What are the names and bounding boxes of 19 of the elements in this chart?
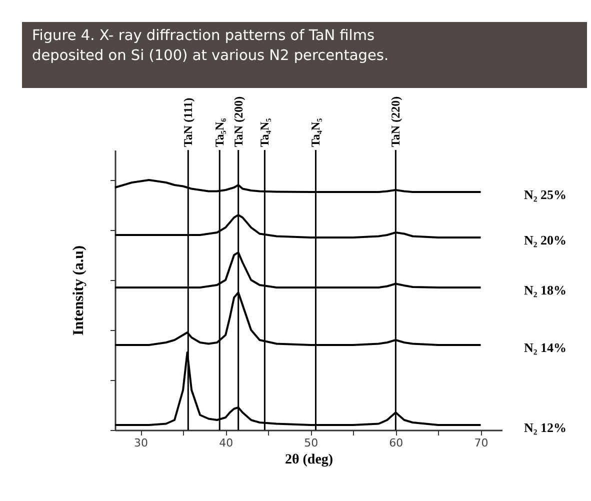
x-tick-label: 70: [474, 436, 488, 450]
ref-line-label: TaN (200): [231, 96, 246, 147]
x-tick-label: 60: [389, 436, 404, 450]
y-axis-title: Intensity (a.u): [71, 245, 87, 336]
text: N₂ 25%: [524, 187, 567, 202]
text: N₂ 20%: [524, 232, 567, 248]
ref-line-label: TaN (220): [388, 96, 403, 147]
x-axis-title: 2θ (deg): [284, 452, 334, 468]
ref-line-label: Ta₄N₅: [308, 118, 323, 147]
chart-title: Figure 4. X- ray diffraction patterns of TaN films deposited on Si (100) at various N2 percentages.: [32, 28, 389, 64]
text: N₂ 14%: [524, 340, 567, 355]
ref-line-label: Ta₅N₆: [212, 118, 227, 147]
text: N₂ 12%: [524, 420, 567, 435]
ref-line-label: TaN (111): [181, 98, 196, 147]
x-tick-label: 40: [219, 436, 234, 450]
x-tick-label: 30: [134, 436, 148, 450]
x-tick-label: 50: [304, 436, 318, 450]
text: N₂ 18%: [524, 282, 567, 298]
ref-line-label: Ta₄N₅: [258, 118, 272, 147]
